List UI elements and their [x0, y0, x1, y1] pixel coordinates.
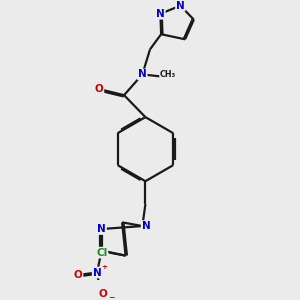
- Text: N: N: [156, 9, 165, 19]
- Text: N: N: [138, 69, 147, 80]
- Text: N: N: [93, 268, 101, 278]
- Text: N: N: [176, 1, 185, 11]
- Text: O: O: [99, 289, 107, 299]
- Text: N: N: [97, 224, 106, 234]
- Text: Cl: Cl: [96, 248, 107, 258]
- Text: O: O: [95, 84, 103, 94]
- Text: N: N: [142, 221, 150, 231]
- Text: +: +: [101, 264, 107, 270]
- Text: O: O: [74, 270, 82, 280]
- Text: CH₃: CH₃: [160, 70, 176, 79]
- Text: −: −: [108, 293, 115, 300]
